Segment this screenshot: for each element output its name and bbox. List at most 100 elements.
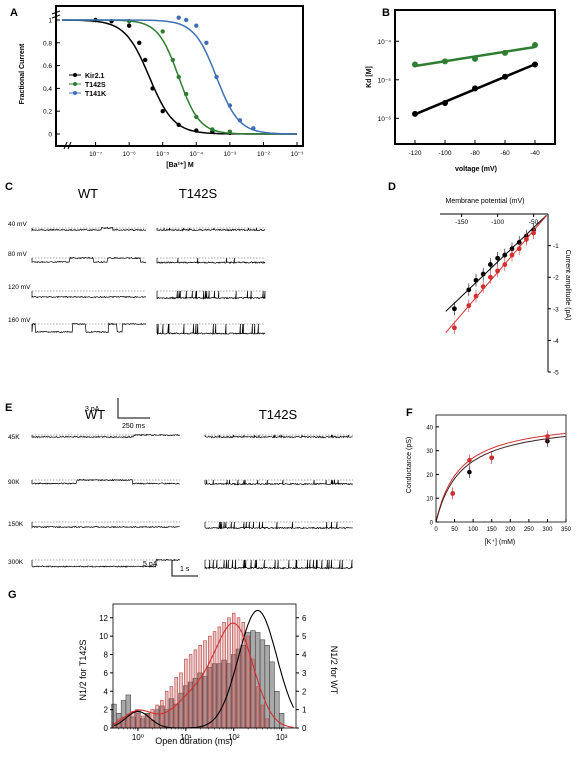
wt-label: WT <box>78 186 98 201</box>
tick-label: 4 <box>302 651 307 660</box>
tick-label: 2 <box>302 687 307 696</box>
t142s-bar <box>260 704 265 729</box>
tick-label: 6 <box>302 614 307 623</box>
tick-label: 0.8 <box>43 40 52 47</box>
fit-curve <box>62 19 297 135</box>
current-trace <box>31 256 147 264</box>
plot-frame <box>55 5 304 147</box>
data-point <box>210 127 215 132</box>
voltage-label: 80 mV <box>8 251 27 258</box>
current-trace <box>156 227 266 232</box>
data-point <box>183 91 189 97</box>
data-point <box>204 40 209 45</box>
concentration-label: 45K <box>8 434 20 441</box>
panel-c: C WT T142S 40 mV 80 mV 120 mV 160 mV 3 pA 2… <box>5 181 266 430</box>
tick-label: -3 <box>553 306 559 313</box>
tick-label: 12 <box>99 614 108 623</box>
data-point <box>467 469 472 475</box>
data-point <box>183 17 189 23</box>
data-point <box>176 122 181 128</box>
tick-label: 0 <box>48 132 52 139</box>
tick-label: 50 <box>451 527 458 533</box>
current-trace <box>204 479 353 486</box>
x-axis-label: [Ba²⁺] M <box>166 162 194 169</box>
tick-label: 0.2 <box>43 109 52 116</box>
y-axis-label: Current amplitude (pA) <box>564 250 571 321</box>
data-point <box>545 434 550 439</box>
y-ticks: 0 10 20 30 40 <box>426 425 439 527</box>
concentration-label: 150K <box>8 521 24 528</box>
t142s-bar <box>255 686 260 729</box>
data-point <box>466 287 472 293</box>
legend: Kir2.1 T142S T141K <box>69 73 106 98</box>
data-point <box>488 274 493 280</box>
voltage-label: 160 mV <box>8 317 31 324</box>
x-ticks: -150 -100 -50 <box>455 214 539 226</box>
tick-label: -5 <box>553 370 559 377</box>
data-point <box>160 109 165 114</box>
single-channel-traces: 45K 90K 150K 300K <box>8 433 353 571</box>
data-point <box>466 303 472 309</box>
tick-label: 0 <box>104 724 109 733</box>
data-point <box>502 252 508 258</box>
t142s-bar <box>140 715 145 729</box>
panel-d: D Membrane potential (mV) -150 -100 -50 -1… <box>388 181 571 377</box>
tick-label: 10⁻⁵ <box>378 77 392 84</box>
plot-area <box>435 414 567 523</box>
tick-label: 10⁻⁴ <box>190 151 204 158</box>
data-point <box>170 57 176 63</box>
tick-label: 150 <box>487 527 498 533</box>
panel-letter: E <box>5 402 12 414</box>
tick-label: 10⁻⁶ <box>378 116 392 123</box>
tick-label: 10⁻⁷ <box>89 151 103 158</box>
data-point <box>452 306 457 312</box>
tick-label: -50 <box>529 219 539 226</box>
wt-label: WT <box>85 407 105 422</box>
scale-x-label: 250 ms <box>122 423 145 430</box>
data-point <box>194 23 199 28</box>
data-point <box>160 29 165 34</box>
wt-bar <box>278 713 285 729</box>
current-trace <box>31 558 180 568</box>
data-point <box>150 86 155 91</box>
data-point <box>502 73 508 80</box>
panel-letter: B <box>382 7 390 19</box>
current-trace <box>31 291 146 299</box>
tick-label: 1 <box>302 706 307 715</box>
current-trace <box>31 226 147 232</box>
data-point <box>489 455 495 461</box>
plot-area <box>412 41 538 117</box>
t142s-bar <box>222 622 226 729</box>
scale-bar: 5 pA 1 s <box>143 560 198 577</box>
panel-letter: A <box>10 7 18 19</box>
t142s-bar <box>236 617 241 729</box>
data-point <box>442 99 448 106</box>
x-axis-label: Membrane potential (mV) <box>446 198 525 205</box>
concentration-label: 90K <box>8 479 20 486</box>
t142s-bar <box>136 712 140 729</box>
data-point <box>532 61 538 68</box>
tick-label: 10² <box>228 733 240 742</box>
current-trace <box>31 433 180 439</box>
data-point <box>137 40 142 45</box>
tick-label: 10 <box>99 632 108 641</box>
tick-label: -60 <box>500 150 510 157</box>
data-point <box>442 58 448 65</box>
svg-text:T142S: T142S <box>85 82 106 89</box>
data-point <box>452 325 457 331</box>
data-point <box>176 15 181 20</box>
wt-fit-curve <box>113 609 295 729</box>
current-trace <box>156 323 266 336</box>
plot-area <box>111 603 297 729</box>
tick-label: -120 <box>408 150 421 157</box>
panel-f: F 0 50 100 150 200 250 300 350 0 10 20 30 40 Conduc… <box>406 407 572 546</box>
data-point <box>531 230 536 236</box>
current-trace <box>31 522 180 529</box>
svg-text:Kir2.1: Kir2.1 <box>85 73 105 80</box>
t142s-bar <box>203 640 207 729</box>
tick-label: 1 <box>48 18 52 25</box>
t142s-label: T142S <box>179 186 218 201</box>
data-point <box>412 61 418 68</box>
